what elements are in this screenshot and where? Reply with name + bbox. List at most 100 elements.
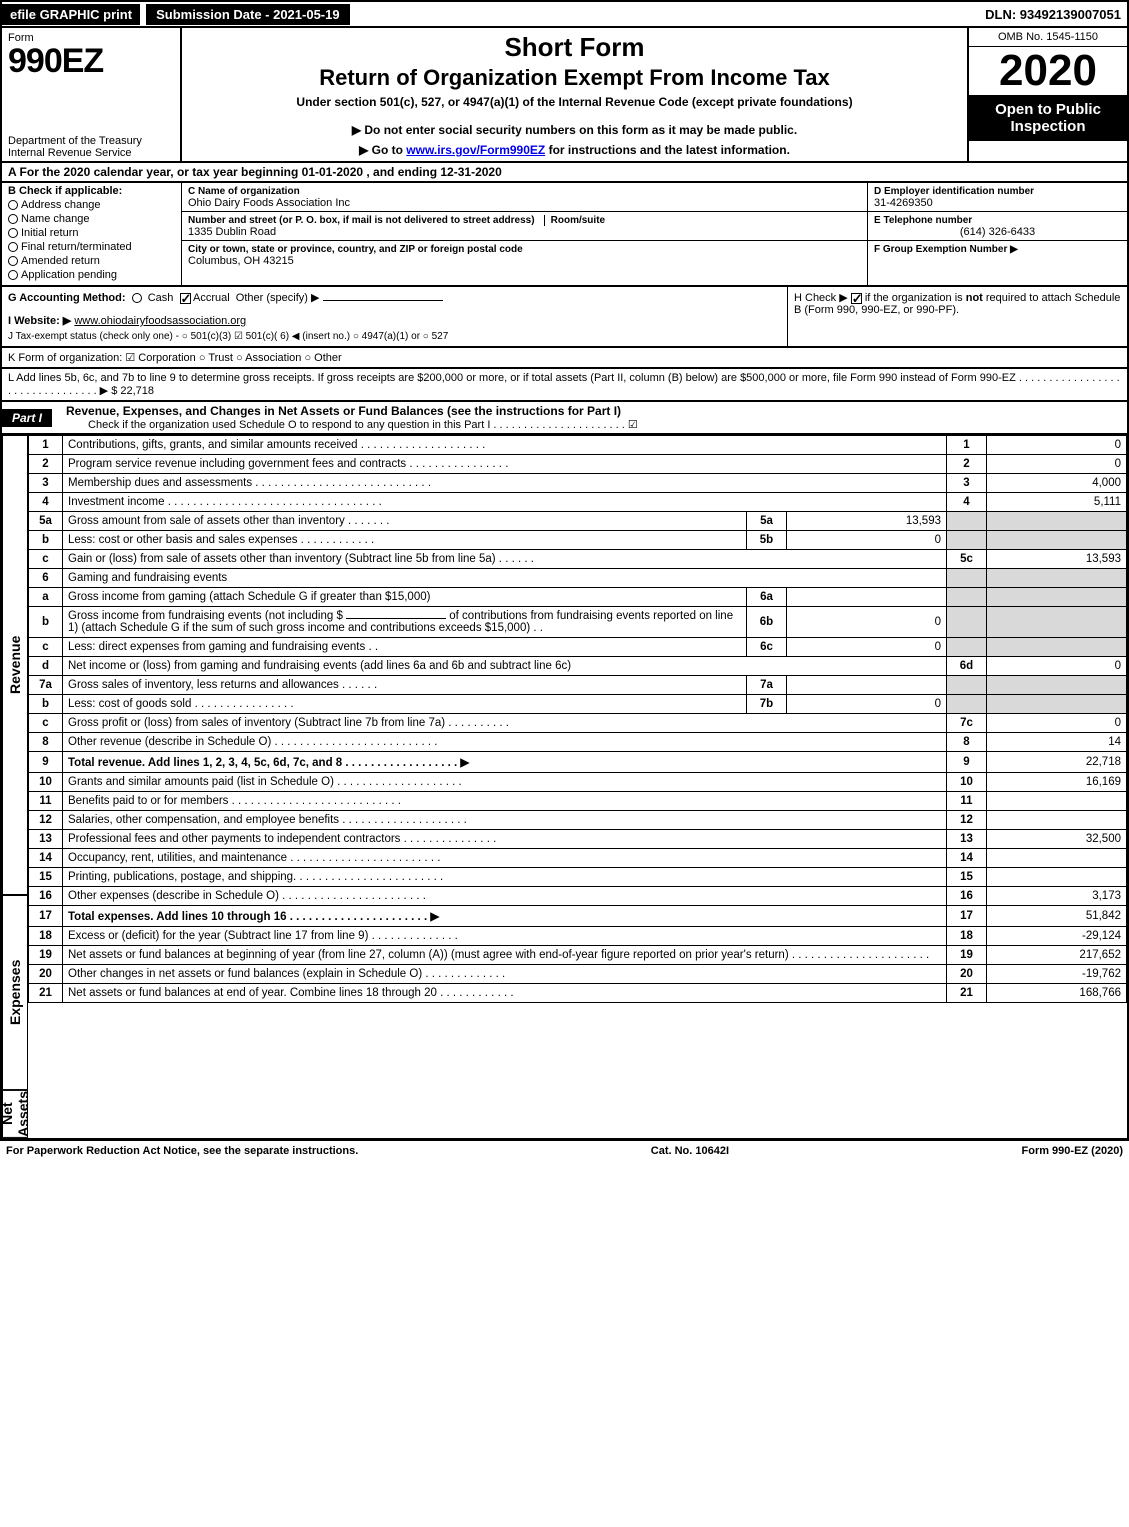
opt-final-return: Final return/terminated xyxy=(8,241,175,253)
line-10: 10Grants and similar amounts paid (list … xyxy=(29,773,1127,792)
goto-link[interactable]: www.irs.gov/Form990EZ xyxy=(406,143,545,157)
section-d: D Employer identification number 31-4269… xyxy=(868,183,1127,212)
line-19: 19Net assets or fund balances at beginni… xyxy=(29,946,1127,965)
header-right: OMB No. 1545-1150 2020 Open to Public In… xyxy=(967,28,1127,161)
part1-subtitle: Check if the organization used Schedule … xyxy=(58,418,1121,431)
g-label: G Accounting Method: xyxy=(8,292,126,304)
expenses-label: Expenses xyxy=(2,895,28,1090)
section-c: C Name of organization Ohio Dairy Foods … xyxy=(182,183,867,285)
netassets-label: Net Assets xyxy=(2,1090,28,1138)
opt-application-pending: Application pending xyxy=(8,269,175,281)
line-6a: aGross income from gaming (attach Schedu… xyxy=(29,588,1127,607)
room-suite-label: Room/suite xyxy=(544,215,605,226)
main-table: Revenue Expenses Net Assets 1Contributio… xyxy=(0,435,1129,1140)
city-label: City or town, state or province, country… xyxy=(188,244,523,255)
ein-value: 31-4269350 xyxy=(874,197,933,209)
footer-right: Form 990-EZ (2020) xyxy=(1022,1145,1123,1157)
section-i: I Website: ▶ www.ohiodairyfoodsassociati… xyxy=(8,314,781,327)
l-text: L Add lines 5b, 6c, and 7b to line 9 to … xyxy=(8,372,1120,397)
goto-line: ▶ Go to www.irs.gov/Form990EZ for instru… xyxy=(190,143,959,157)
section-e: E Telephone number (614) 326-6433 xyxy=(868,212,1127,241)
lines-body: 1Contributions, gifts, grants, and simil… xyxy=(28,435,1127,1138)
section-f: F Group Exemption Number ▶ xyxy=(868,241,1127,271)
line-13: 13Professional fees and other payments t… xyxy=(29,830,1127,849)
line-6c: cLess: direct expenses from gaming and f… xyxy=(29,638,1127,657)
part1-title: Revenue, Expenses, and Changes in Net As… xyxy=(58,404,1121,418)
line-5b: bLess: cost or other basis and sales exp… xyxy=(29,531,1127,550)
short-form-title: Short Form xyxy=(190,32,959,63)
form-header: Form 990EZ Department of the Treasury In… xyxy=(0,28,1129,163)
form-number: 990EZ xyxy=(8,44,174,78)
section-b-header: B Check if applicable: xyxy=(8,185,175,197)
omb-number: OMB No. 1545-1150 xyxy=(969,28,1127,47)
line-5a: 5aGross amount from sale of assets other… xyxy=(29,512,1127,531)
line-7a: 7aGross sales of inventory, less returns… xyxy=(29,676,1127,695)
city-row: City or town, state or province, country… xyxy=(182,241,867,269)
l-value: 22,718 xyxy=(120,385,154,397)
opt-name-change: Name change xyxy=(8,213,175,225)
return-title: Return of Organization Exempt From Incom… xyxy=(190,65,959,91)
line-5c: cGain or (loss) from sale of assets othe… xyxy=(29,550,1127,569)
inspection-notice: Open to Public Inspection xyxy=(969,95,1127,141)
line-17: 17Total expenses. Add lines 10 through 1… xyxy=(29,906,1127,927)
period-row: A For the 2020 calendar year, or tax yea… xyxy=(0,163,1129,183)
org-name-row: C Name of organization Ohio Dairy Foods … xyxy=(182,183,867,212)
g-h-row: G Accounting Method: Cash Accrual Other … xyxy=(0,287,1129,348)
footer-mid: Cat. No. 10642I xyxy=(651,1145,729,1157)
line-16: 16Other expenses (describe in Schedule O… xyxy=(29,887,1127,906)
header-left: Form 990EZ Department of the Treasury In… xyxy=(2,28,182,161)
org-name: Ohio Dairy Foods Association Inc xyxy=(188,197,350,209)
under-section: Under section 501(c), 527, or 4947(a)(1)… xyxy=(190,95,959,109)
sections-def: D Employer identification number 31-4269… xyxy=(867,183,1127,285)
group-exemption-label: F Group Exemption Number ▶ xyxy=(874,244,1018,255)
line-9: 9Total revenue. Add lines 1, 2, 3, 4, 5c… xyxy=(29,752,1127,773)
line-12: 12Salaries, other compensation, and empl… xyxy=(29,811,1127,830)
section-g: G Accounting Method: Cash Accrual Other … xyxy=(8,291,781,304)
efile-label: efile GRAPHIC print xyxy=(2,4,140,25)
goto-post: for instructions and the latest informat… xyxy=(545,143,790,157)
line-1: 1Contributions, gifts, grants, and simil… xyxy=(29,436,1127,455)
line-3: 3Membership dues and assessments . . . .… xyxy=(29,474,1127,493)
line-6d: dNet income or (loss) from gaming and fu… xyxy=(29,657,1127,676)
addr-label: Number and street (or P. O. box, if mail… xyxy=(188,215,535,226)
address-row: Number and street (or P. O. box, if mail… xyxy=(182,212,867,241)
footer: For Paperwork Reduction Act Notice, see … xyxy=(0,1140,1129,1161)
dln-label: DLN: 93492139007051 xyxy=(985,7,1127,22)
street-address: 1335 Dublin Road xyxy=(188,226,276,238)
goto-pre: ▶ Go to xyxy=(359,143,406,157)
opt-initial-return: Initial return xyxy=(8,227,175,239)
lines-table: 1Contributions, gifts, grants, and simil… xyxy=(28,435,1127,1003)
header-mid: Short Form Return of Organization Exempt… xyxy=(182,28,967,161)
line-4: 4Investment income . . . . . . . . . . .… xyxy=(29,493,1127,512)
top-bar: efile GRAPHIC print Submission Date - 20… xyxy=(0,0,1129,28)
website-value: www.ohiodairyfoodsassociation.org xyxy=(74,315,246,327)
footer-left: For Paperwork Reduction Act Notice, see … xyxy=(6,1145,358,1157)
line-7b: bLess: cost of goods sold . . . . . . . … xyxy=(29,695,1127,714)
line-21: 21Net assets or fund balances at end of … xyxy=(29,984,1127,1003)
line-20: 20Other changes in net assets or fund ba… xyxy=(29,965,1127,984)
cash-circle xyxy=(132,293,142,303)
line-14: 14Occupancy, rent, utilities, and mainte… xyxy=(29,849,1127,868)
submission-date: Submission Date - 2021-05-19 xyxy=(144,4,352,25)
section-b: B Check if applicable: Address change Na… xyxy=(2,183,182,285)
website-label: I Website: ▶ xyxy=(8,315,71,327)
ssn-notice: ▶ Do not enter social security numbers o… xyxy=(190,123,959,137)
section-l: L Add lines 5b, 6c, and 7b to line 9 to … xyxy=(0,369,1129,402)
line-8: 8Other revenue (describe in Schedule O) … xyxy=(29,733,1127,752)
line-6: 6Gaming and fundraising events xyxy=(29,569,1127,588)
ein-label: D Employer identification number xyxy=(874,186,1034,197)
revenue-label: Revenue xyxy=(2,435,28,895)
info-block: B Check if applicable: Address change Na… xyxy=(0,183,1129,287)
line-6b: bGross income from fundraising events (n… xyxy=(29,607,1127,638)
phone-value: (614) 326-6433 xyxy=(874,226,1121,238)
section-labels-col: Revenue Expenses Net Assets xyxy=(2,435,28,1138)
part1-label: Part I xyxy=(2,409,52,427)
part1-titles: Revenue, Expenses, and Changes in Net As… xyxy=(52,402,1127,433)
section-g-i-j: G Accounting Method: Cash Accrual Other … xyxy=(2,287,787,346)
city-state-zip: Columbus, OH 43215 xyxy=(188,255,294,267)
line-11: 11Benefits paid to or for members . . . … xyxy=(29,792,1127,811)
opt-address-change: Address change xyxy=(8,199,175,211)
tax-year: 2020 xyxy=(969,47,1127,95)
opt-amended-return: Amended return xyxy=(8,255,175,267)
accrual-checkbox xyxy=(180,293,191,304)
